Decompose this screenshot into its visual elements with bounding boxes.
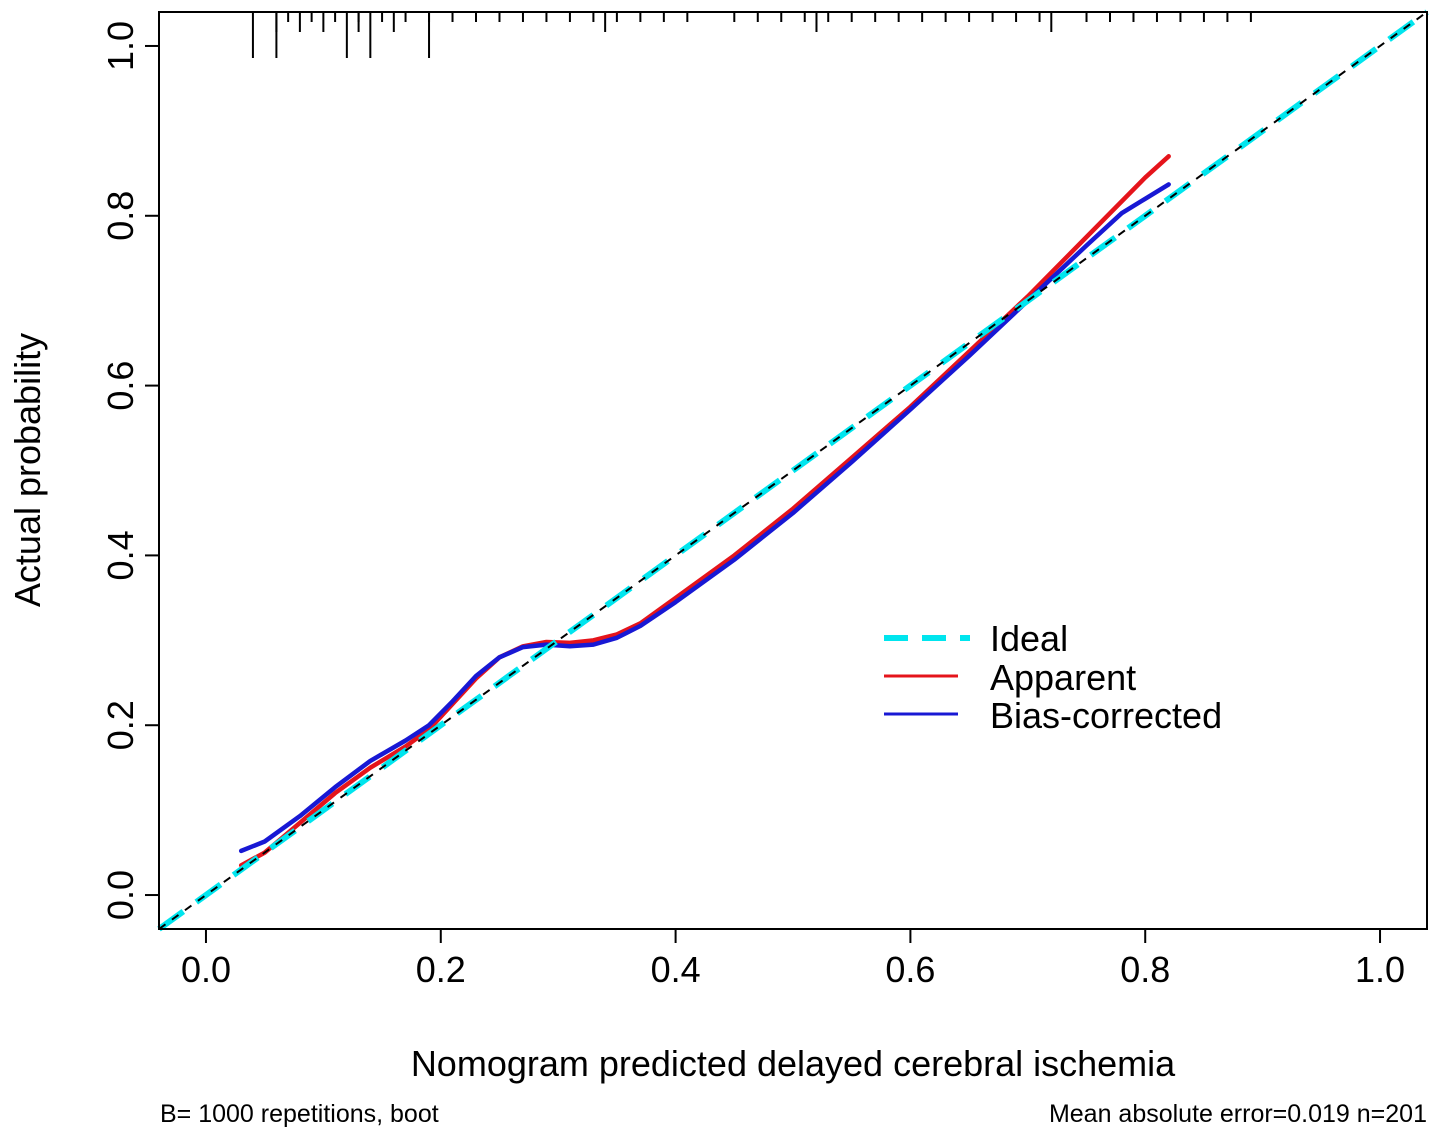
- x-tick-label-2: 0.4: [651, 949, 701, 990]
- series-line-bias-corrected: [238, 182, 1171, 854]
- y-axis: 0.0 0.2 0.4 0.6 0.8 1.0: [100, 21, 159, 920]
- x-tick-label-0: 0.0: [181, 949, 231, 990]
- legend-label-ideal: Ideal: [990, 618, 1068, 659]
- rug-group: [251, 12, 1252, 58]
- y-tick-label-3: 0.6: [100, 361, 141, 411]
- y-tick-label-0: 0.0: [100, 870, 141, 920]
- x-tick-label-3: 0.6: [885, 949, 935, 990]
- footnote-mean-error: Mean absolute error=0.019 n=201: [1049, 1100, 1427, 1128]
- y-tick-label-4: 0.8: [100, 191, 141, 241]
- y-tick-label-2: 0.4: [100, 530, 141, 580]
- reference-diagonal: [158, 11, 1428, 930]
- x-tick-label-1: 0.2: [416, 949, 466, 990]
- x-axis: 0.0 0.2 0.4 0.6 0.8 1.0: [181, 928, 1405, 990]
- legend-label-apparent: Apparent: [990, 657, 1136, 698]
- legend-label-bias-corrected: Bias-corrected: [990, 695, 1222, 736]
- y-axis-title: Actual probability: [7, 333, 48, 607]
- series-line-ideal: [157, 9, 1429, 932]
- x-tick-label-5: 1.0: [1355, 949, 1405, 990]
- legend: Ideal Apparent Bias-corrected: [884, 618, 1222, 736]
- y-tick-label-5: 1.0: [100, 21, 141, 71]
- footnote-repetitions: B= 1000 repetitions, boot: [160, 1100, 439, 1128]
- x-tick-label-4: 0.8: [1120, 949, 1170, 990]
- series-group: [157, 9, 1429, 932]
- y-tick-label-1: 0.2: [100, 700, 141, 750]
- x-axis-title: Nomogram predicted delayed cerebral isch…: [411, 1043, 1176, 1084]
- series-line-apparent: [238, 154, 1171, 868]
